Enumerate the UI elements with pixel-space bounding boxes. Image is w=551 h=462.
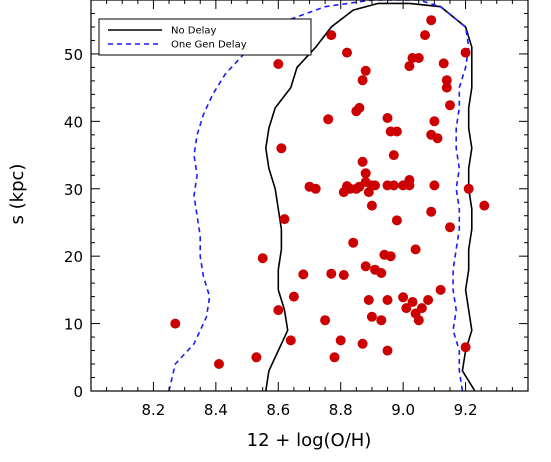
data-point	[360, 168, 371, 179]
data-point	[445, 100, 455, 111]
data-point	[257, 253, 268, 264]
data-point	[354, 102, 365, 113]
data-point	[357, 156, 368, 167]
data-point	[376, 268, 387, 278]
contour-one-gen-delay	[168, 0, 470, 392]
x-tick-label: 9.2	[454, 401, 478, 419]
data-point	[338, 270, 349, 280]
data-point	[326, 268, 337, 279]
data-point	[279, 214, 290, 225]
data-point	[426, 206, 437, 217]
x-tick-label: 8.8	[329, 401, 353, 419]
legend-box	[98, 18, 312, 56]
plot-frame	[90, 0, 529, 392]
data-point	[388, 150, 399, 161]
data-point	[429, 180, 440, 191]
data-point	[435, 284, 446, 295]
data-point	[413, 315, 424, 326]
data-point	[360, 65, 371, 76]
data-point	[348, 237, 359, 248]
y-tick-label: 50	[64, 46, 83, 64]
data-point	[416, 303, 427, 314]
x-axis: 8.2 8.4 8.6 8.8 9.0 9.2	[106, 0, 513, 419]
data-point	[401, 303, 412, 314]
data-point	[310, 183, 321, 194]
data-point	[385, 251, 396, 262]
data-point	[479, 200, 490, 211]
data-point	[363, 295, 374, 305]
data-point	[342, 47, 352, 58]
data-point	[320, 315, 331, 326]
x-tick-label: 8.4	[204, 401, 228, 419]
y-tick-label: 40	[64, 113, 83, 131]
data-point	[420, 30, 430, 41]
y-tick-label: 10	[64, 316, 83, 334]
data-point	[360, 261, 371, 272]
data-point	[398, 292, 409, 303]
data-point	[288, 291, 299, 302]
data-point	[251, 352, 262, 363]
data-point	[432, 133, 443, 144]
contour-no-delay	[264, 2, 476, 392]
data-point	[382, 295, 393, 305]
data-point	[391, 126, 402, 137]
data-point	[413, 53, 424, 63]
legend: No Delay One Gen Delay	[98, 18, 312, 56]
x-tick-label: 8.2	[141, 401, 165, 419]
data-point	[366, 200, 377, 211]
data-point	[214, 359, 224, 369]
y-tick-label: 30	[64, 181, 83, 199]
x-tick-label: 9.0	[391, 401, 415, 419]
data-point	[376, 315, 387, 326]
data-point	[298, 269, 309, 280]
data-point	[357, 75, 368, 86]
x-tick-label: 8.6	[266, 401, 290, 419]
y-tick-label: 0	[73, 383, 83, 401]
data-point	[391, 215, 402, 226]
y-tick-label: 20	[64, 248, 83, 266]
data-point	[357, 338, 368, 349]
data-point	[323, 114, 334, 125]
data-point	[460, 47, 471, 58]
data-point	[426, 15, 437, 26]
data-point	[388, 180, 399, 191]
data-point	[423, 295, 434, 305]
data-point	[463, 183, 474, 194]
data-point	[438, 58, 449, 69]
data-point	[370, 180, 380, 191]
data-point	[326, 30, 337, 41]
data-point	[382, 113, 393, 123]
data-point	[285, 335, 296, 346]
y-axis-title: s (kpc)	[7, 164, 28, 225]
data-point	[404, 175, 415, 185]
data-point	[410, 244, 421, 255]
data-point	[441, 82, 452, 93]
data-point	[445, 222, 455, 233]
y-axis: 0 10 20 30 40 50	[64, 12, 528, 401]
data-point	[273, 59, 284, 69]
data-point	[441, 75, 452, 86]
data-point	[407, 297, 418, 307]
data-point	[460, 342, 471, 353]
data-point	[382, 345, 393, 356]
plot-area	[168, 0, 490, 392]
data-point	[276, 143, 287, 154]
data-point	[429, 116, 440, 127]
x-axis-title: 12 + log(O/H)	[247, 430, 372, 451]
data-point	[170, 318, 181, 329]
legend-label-no-delay: No Delay	[171, 26, 217, 37]
data-point	[404, 61, 415, 72]
data-point	[273, 305, 284, 316]
data-point	[329, 352, 340, 363]
legend-label-one-gen-delay: One Gen Delay	[171, 40, 247, 51]
data-point	[335, 335, 346, 346]
data-point	[366, 311, 377, 322]
